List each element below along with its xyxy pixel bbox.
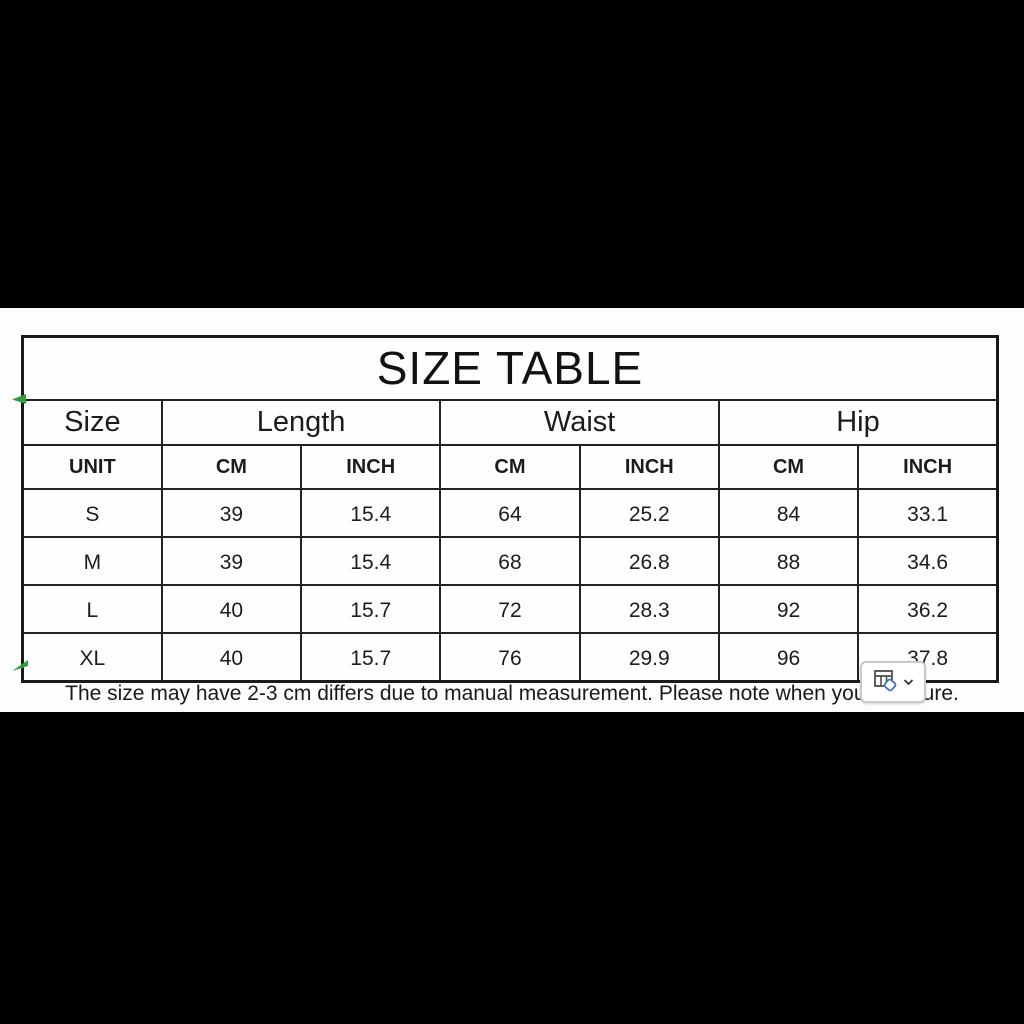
- table-cell: 96: [717, 632, 860, 683]
- col-header-cm: CM: [717, 444, 860, 490]
- group-header-row: Size Length Waist Hip: [21, 399, 999, 446]
- group-header-hip: Hip: [717, 399, 999, 446]
- group-header-waist: Waist: [439, 399, 720, 446]
- table-cell: 15.4: [300, 536, 442, 586]
- size-table: SIZE TABLE Size Length Waist Hip UNIT CM…: [21, 335, 999, 683]
- table-row-l: L 40 15.7 72 28.3 92 36.2: [21, 584, 999, 634]
- table-cell: 39: [160, 488, 303, 538]
- unit-header: UNIT: [21, 444, 163, 490]
- size-label: L: [21, 584, 163, 634]
- col-header-cm: CM: [439, 444, 581, 490]
- size-label: XL: [21, 632, 163, 683]
- table-cell: 39: [160, 536, 303, 586]
- table-row-m: M 39 15.4 68 26.8 88 34.6: [21, 536, 999, 586]
- table-cell: 92: [717, 584, 860, 634]
- group-header-size: Size: [21, 399, 163, 446]
- table-title: SIZE TABLE: [21, 335, 999, 401]
- col-header-inch: INCH: [578, 444, 720, 490]
- paste-options-icon: [873, 669, 899, 695]
- table-cell: 15.7: [300, 584, 442, 634]
- group-header-length: Length: [160, 399, 442, 446]
- table-cell: 33.1: [857, 488, 999, 538]
- table-cell: 26.8: [578, 536, 720, 586]
- table-cell: 64: [439, 488, 581, 538]
- table-cell: 36.2: [857, 584, 999, 634]
- table-cell: 68: [439, 536, 581, 586]
- table-cell: 29.9: [578, 632, 720, 683]
- table-cell: 34.6: [857, 536, 999, 586]
- measurement-note: The size may have 2-3 cm differs due to …: [65, 682, 959, 705]
- green-triangle-marker: [12, 394, 26, 404]
- chevron-down-icon: [903, 678, 914, 686]
- paste-options-button[interactable]: [860, 661, 926, 703]
- table-cell: 84: [717, 488, 860, 538]
- green-triangle-marker: [12, 660, 28, 671]
- unit-header-row: UNIT CM INCH CM INCH CM INCH: [21, 444, 999, 490]
- col-header-cm: CM: [160, 444, 303, 490]
- table-cell: 25.2: [578, 488, 720, 538]
- size-label: S: [21, 488, 163, 538]
- table-cell: 28.3: [578, 584, 720, 634]
- table-row-xl: XL 40 15.7 76 29.9 96 37.8: [21, 632, 999, 683]
- table-cell: 15.7: [300, 632, 442, 683]
- white-panel: SIZE TABLE Size Length Waist Hip UNIT CM…: [0, 308, 1024, 712]
- col-header-inch: INCH: [857, 444, 999, 490]
- col-header-inch: INCH: [300, 444, 442, 490]
- table-row-s: S 39 15.4 64 25.2 84 33.1: [21, 488, 999, 538]
- table-cell: 88: [717, 536, 860, 586]
- table-cell: 40: [160, 584, 303, 634]
- table-cell: 40: [160, 632, 303, 683]
- table-cell: 76: [439, 632, 581, 683]
- size-label: M: [21, 536, 163, 586]
- table-cell: 15.4: [300, 488, 442, 538]
- table-cell: 72: [439, 584, 581, 634]
- table-title-row: SIZE TABLE: [21, 335, 999, 401]
